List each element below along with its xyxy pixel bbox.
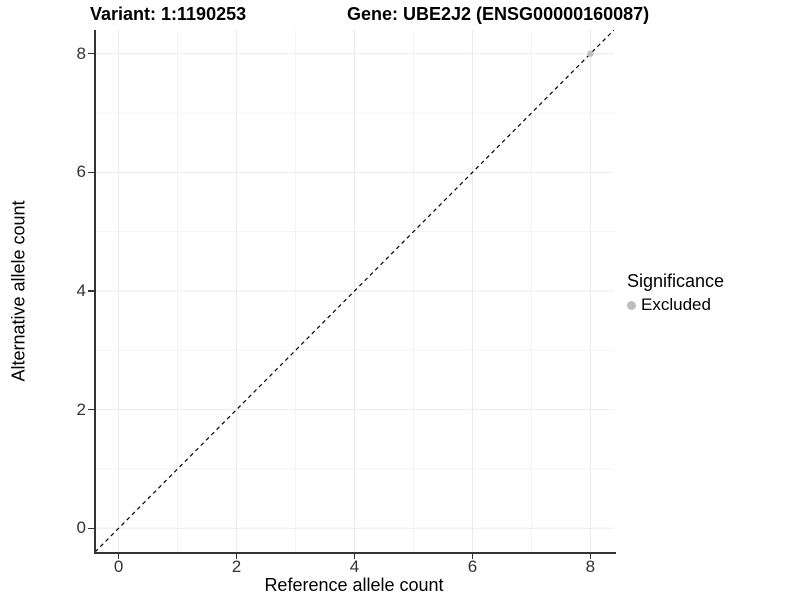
y-tick-mark: [88, 290, 94, 292]
x-tick-mark: [589, 554, 592, 559]
legend: Significance Excluded: [627, 271, 797, 315]
y-tick-label: 2: [76, 399, 86, 419]
legend-item: Excluded: [627, 295, 797, 315]
x-axis-line: [94, 552, 616, 554]
y-tick-label: 6: [76, 162, 86, 182]
gene-title: Gene: UBE2J2 (ENSG00000160087): [347, 4, 650, 24]
x-tick-mark: [117, 554, 120, 559]
y-tick-mark: [88, 52, 94, 55]
variant-title: Variant: 1:1190253: [90, 4, 247, 24]
y-tick-label: 0: [76, 518, 86, 538]
x-tick-label: 8: [585, 557, 596, 576]
legend-title: Significance: [627, 271, 725, 291]
x-tick-label: 6: [467, 557, 478, 576]
x-axis-title: Reference allele count: [264, 575, 444, 595]
plot-panel: [95, 30, 614, 552]
y-tick-mark: [88, 527, 94, 530]
x-tick-mark: [471, 554, 474, 559]
y-axis-title: Alternative allele count: [8, 200, 29, 382]
identity-line: [95, 30, 614, 552]
y-axis-line: [94, 30, 96, 554]
x-tick-label: 2: [231, 557, 242, 576]
y-tick-label: 8: [76, 43, 86, 63]
y-tick-label: 4: [76, 281, 86, 300]
y-tick-mark: [88, 408, 94, 411]
x-tick-mark: [235, 554, 238, 559]
x-tick-label: 0: [113, 557, 124, 576]
data-point: [587, 50, 594, 57]
legend-item-label: Excluded: [641, 295, 711, 314]
plot-canvas: [95, 30, 614, 552]
x-tick-label: 4: [349, 557, 360, 576]
x-tick-mark: [353, 554, 356, 559]
legend-point-icon: [627, 300, 636, 310]
y-tick-mark: [88, 171, 94, 174]
legend-items: Excluded: [627, 295, 797, 315]
